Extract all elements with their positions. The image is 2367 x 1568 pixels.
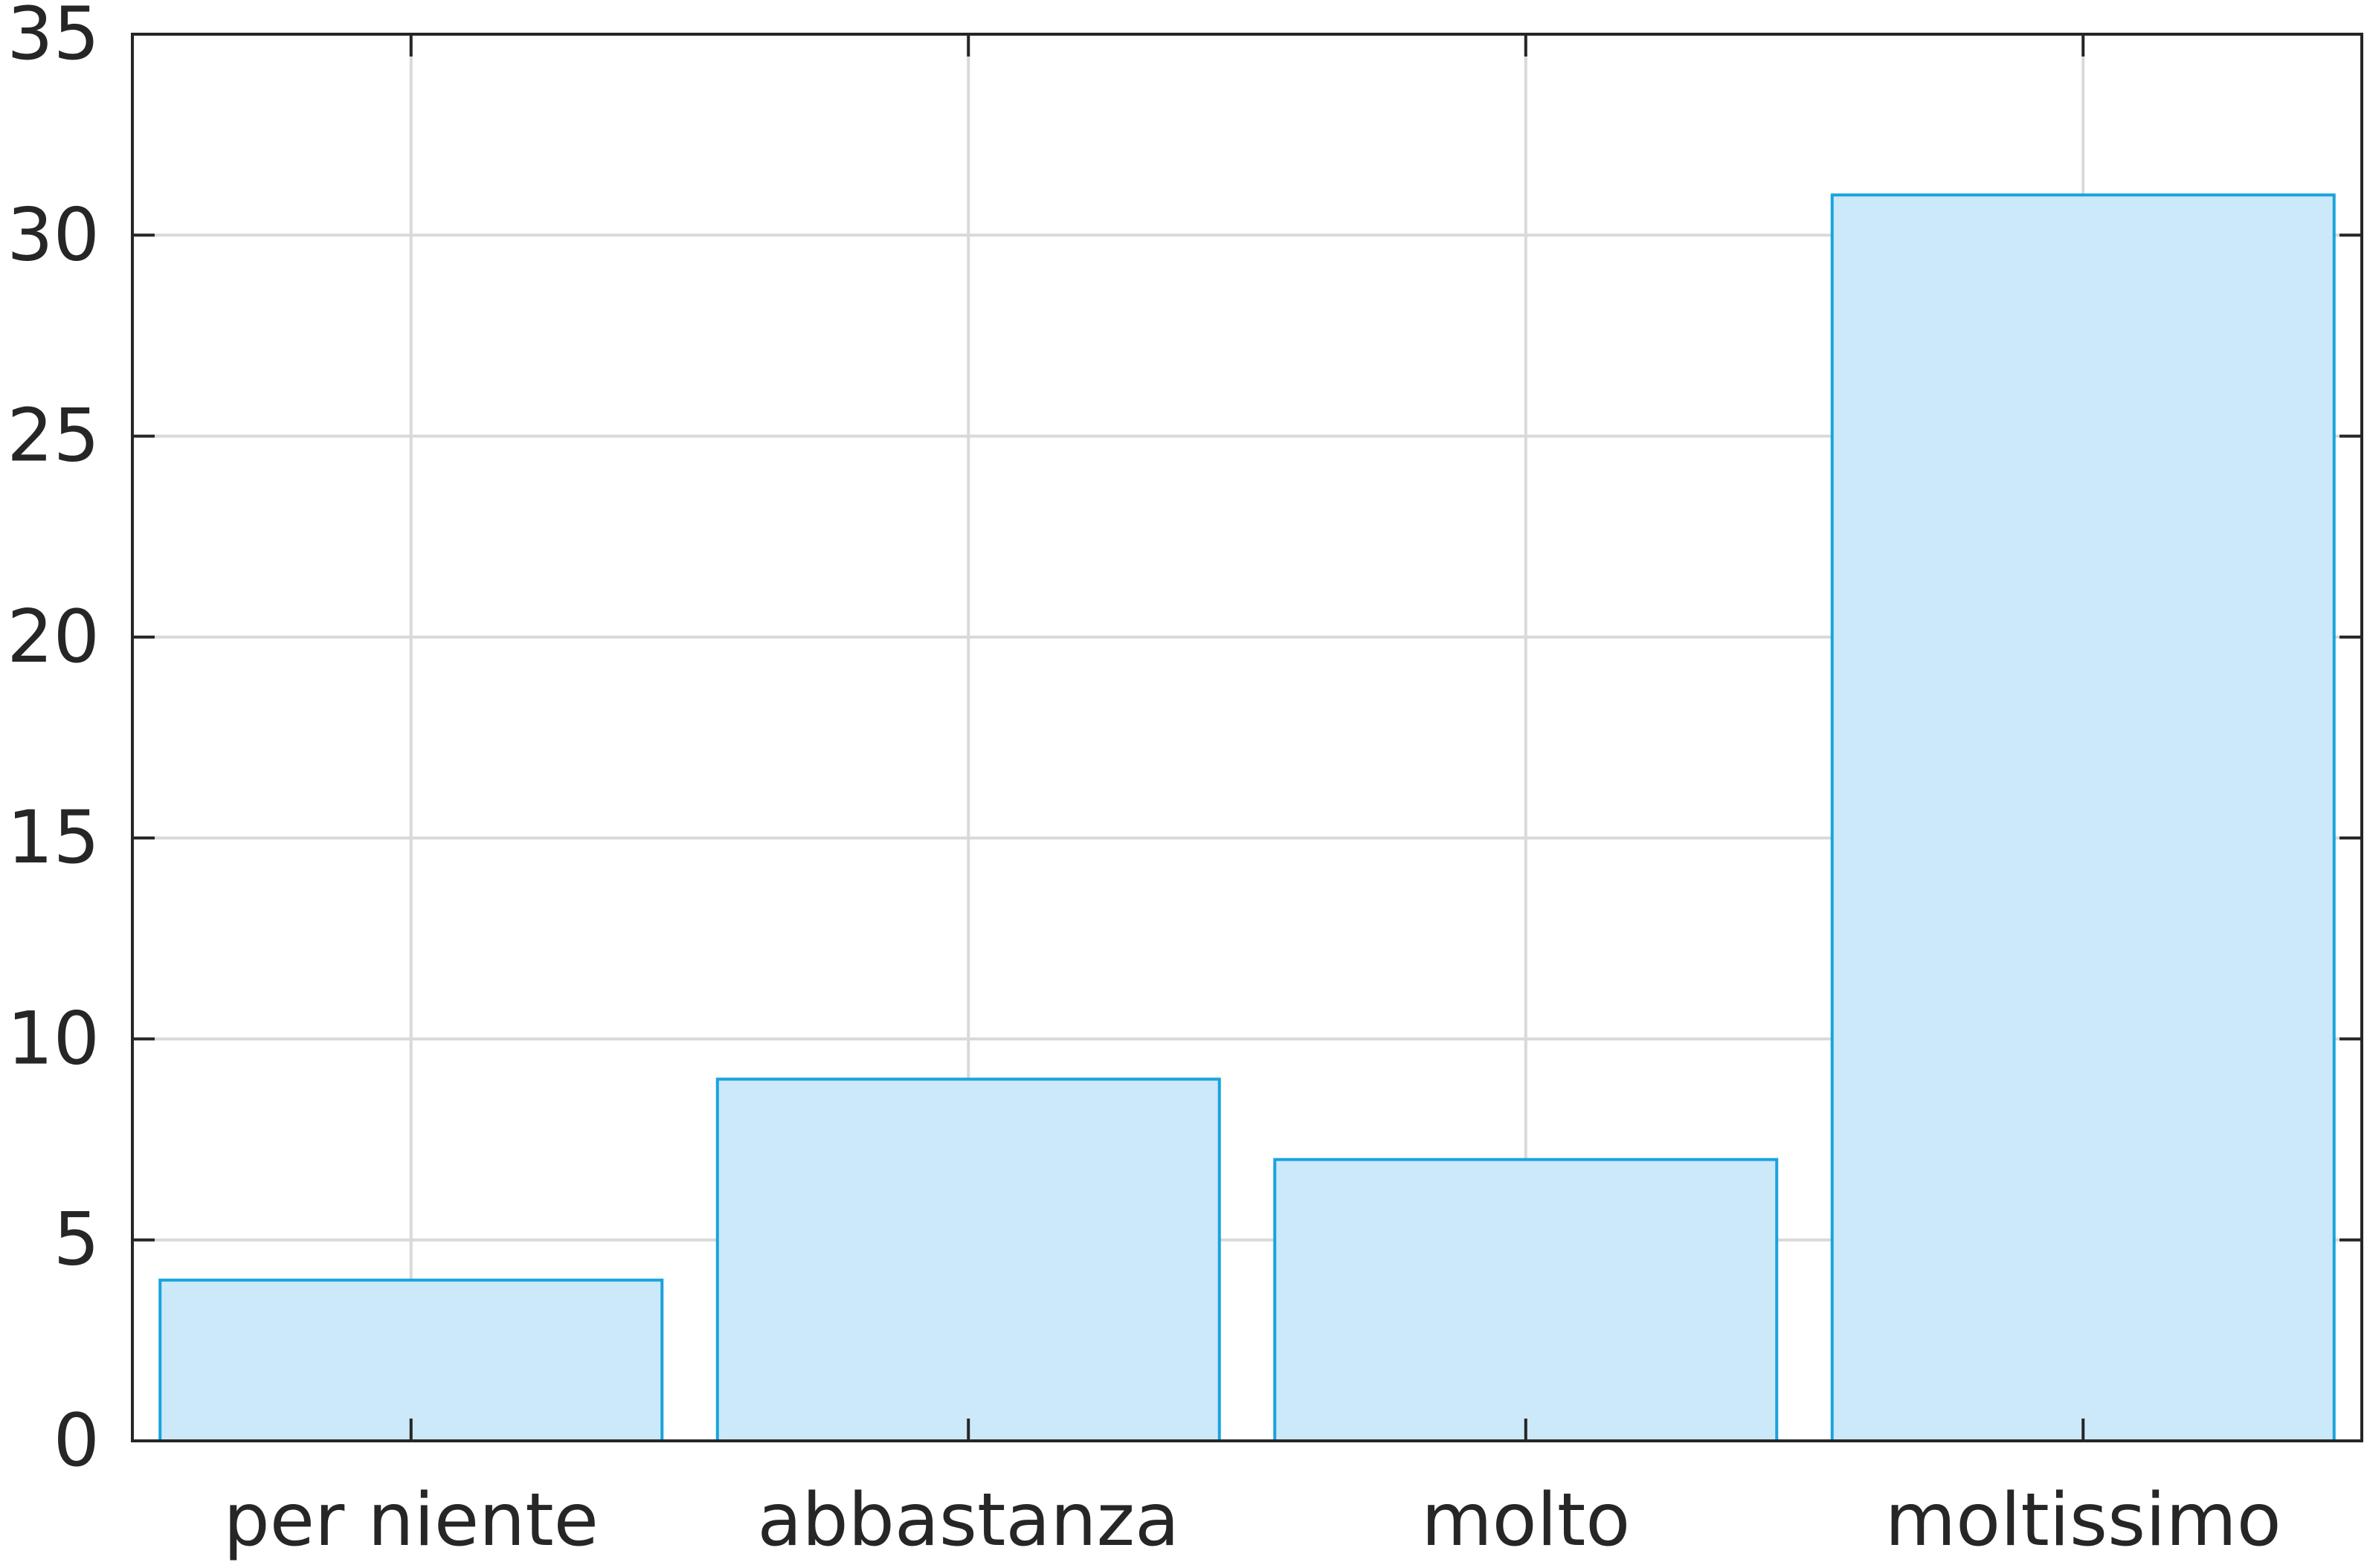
bar-molto — [1273, 1158, 1779, 1442]
bar-per-niente — [158, 1278, 664, 1443]
y-tick-label: 20 — [7, 595, 100, 680]
bar-abbastanza — [715, 1077, 1221, 1442]
bar-moltissimo — [1830, 193, 2336, 1443]
tick-marks — [132, 33, 2362, 1442]
y-tick-label: 30 — [7, 193, 100, 277]
x-tick-labels: per niente abbastanza molto moltissimo — [224, 1478, 2281, 1563]
y-tick-label: 35 — [7, 0, 100, 77]
y-tick-label: 0 — [54, 1398, 100, 1483]
y-tick-labels: 0 5 10 15 20 25 30 35 — [7, 0, 100, 1483]
bars — [158, 193, 2336, 1443]
x-tick-label: moltissimo — [1885, 1478, 2281, 1563]
x-tick-label: per niente — [224, 1478, 599, 1563]
x-tick-label: abbastanza — [757, 1478, 1179, 1563]
y-tick-label: 10 — [7, 996, 100, 1081]
y-tick-label: 25 — [7, 394, 100, 479]
plot-frame — [131, 33, 2363, 1442]
x-tick-label: molto — [1421, 1478, 1630, 1563]
y-tick-label: 5 — [54, 1198, 100, 1283]
y-tick-label: 15 — [7, 796, 100, 880]
